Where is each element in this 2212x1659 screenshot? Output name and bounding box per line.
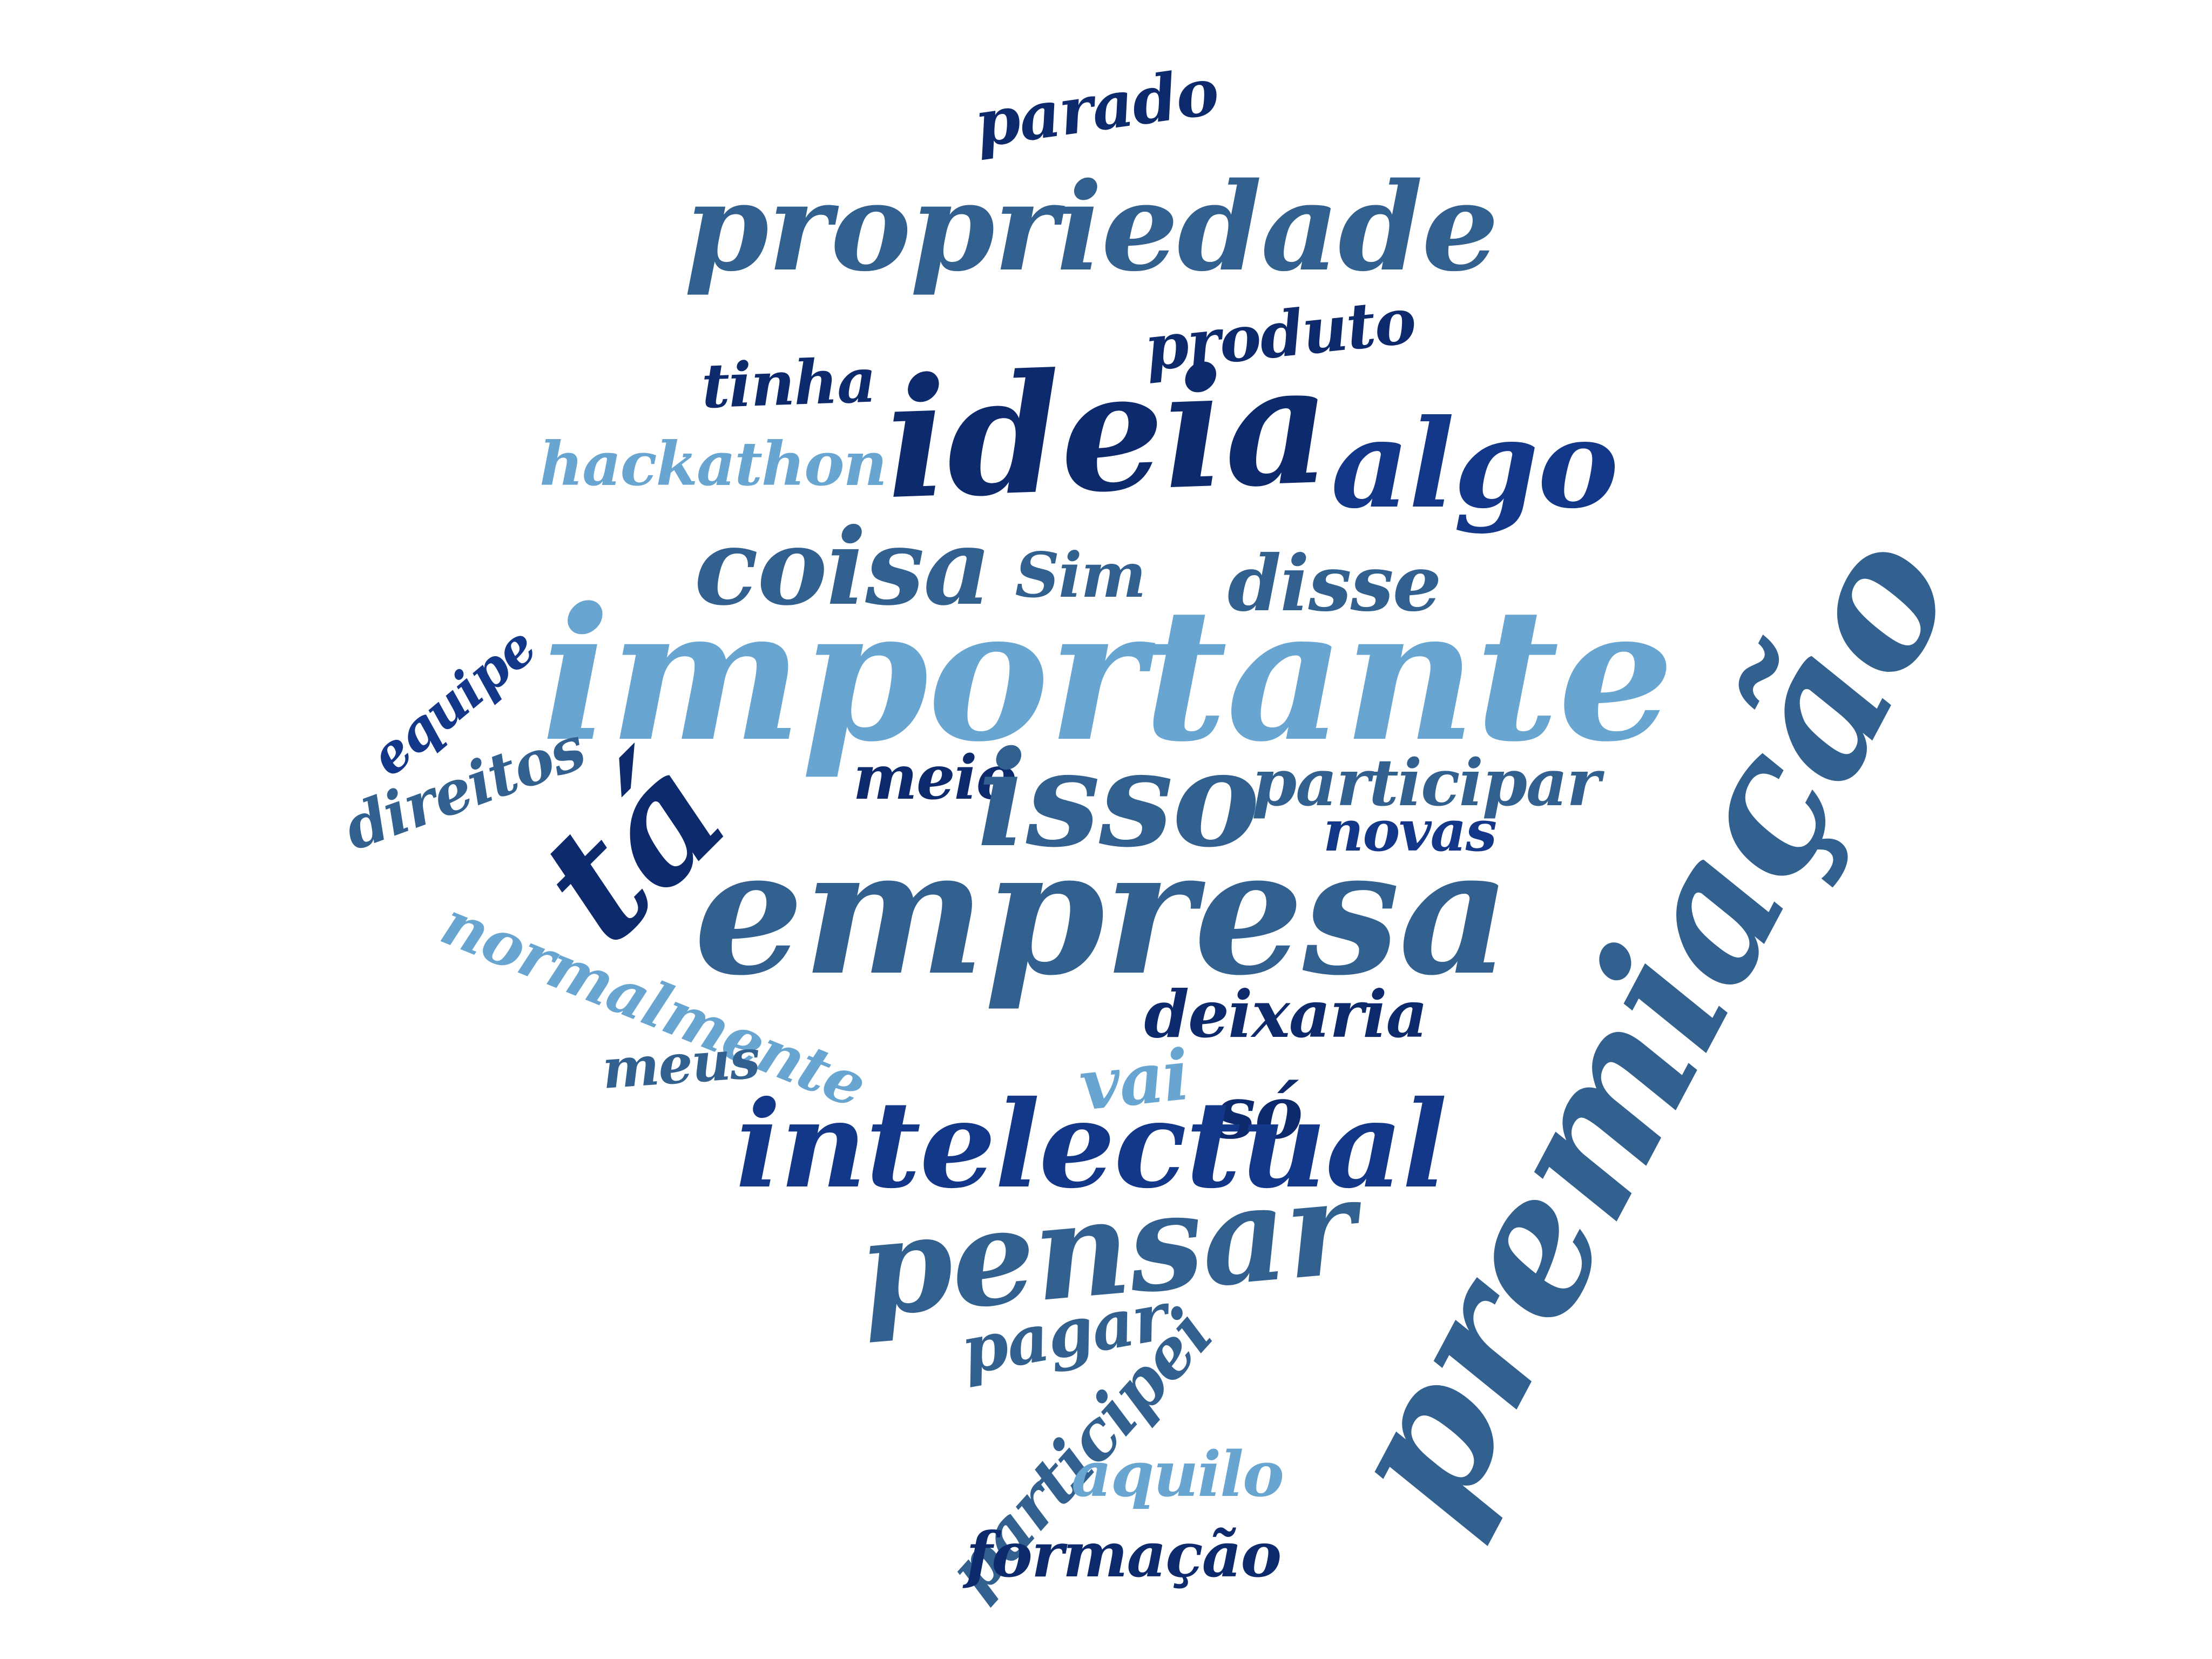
word-isso: isso — [977, 721, 1260, 876]
word-propriedade: propriedade — [684, 156, 1499, 298]
word-novas: novas — [1323, 799, 1497, 864]
word-ideia: ideia — [882, 328, 1332, 536]
word-deixaria: deixaria — [1144, 977, 1428, 1053]
word-so: só — [1215, 1069, 1303, 1155]
word-sim: Sim — [1015, 539, 1147, 611]
word-hackathon: hackathon — [539, 429, 887, 500]
word-formacao: formação — [966, 1519, 1282, 1591]
word-disse: disse — [1228, 538, 1441, 629]
word-algo: algo — [1331, 393, 1619, 536]
word-meio: meio — [853, 741, 1017, 813]
word-parado: parado — [970, 53, 1223, 163]
word-intelectual: intelectual — [736, 1074, 1447, 1215]
word-participar: participar — [1252, 745, 1601, 821]
word-coisa: coisa — [694, 504, 992, 629]
word-importante: importante — [541, 568, 1674, 782]
word-empresa: empresa — [694, 811, 1510, 1014]
word-tinha: tinha — [700, 343, 876, 422]
word-aquilo: aquilo — [1071, 1438, 1284, 1511]
